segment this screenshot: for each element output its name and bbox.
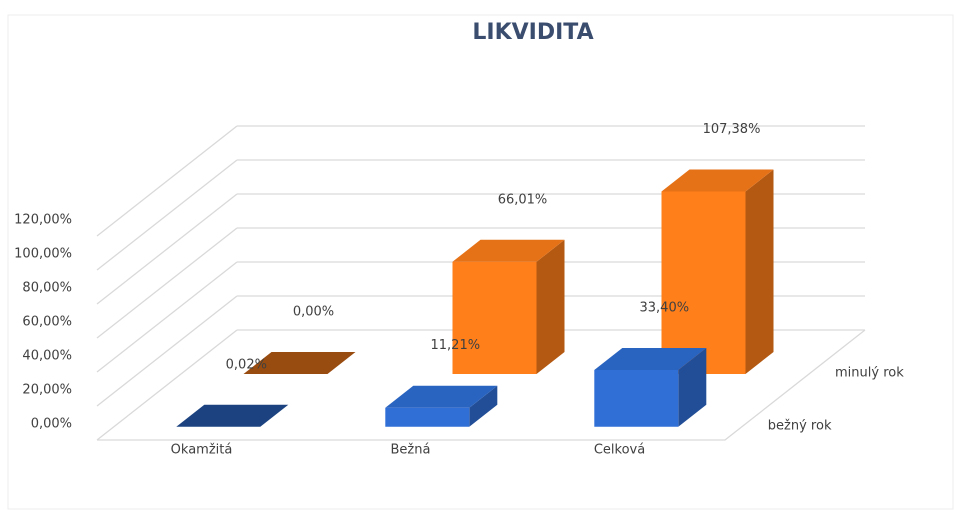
x-tick-label: Okamžitá xyxy=(171,443,233,458)
data-label: 33,40% xyxy=(640,301,690,316)
bar-front xyxy=(385,407,470,427)
y-tick-label: 20,00% xyxy=(22,383,72,398)
bar xyxy=(594,348,707,427)
y-tick-label: 0,00% xyxy=(31,417,72,432)
bar-top xyxy=(385,385,498,408)
bar-side xyxy=(678,348,707,427)
y-tick-label: 100,00% xyxy=(14,247,72,262)
bar-top xyxy=(661,169,774,192)
grid-line xyxy=(96,125,238,237)
series-label: bežný rok xyxy=(768,418,832,433)
x-tick-label: Celková xyxy=(594,443,645,458)
grid-line xyxy=(96,295,238,407)
bar-side xyxy=(260,404,289,427)
bar-side xyxy=(745,169,774,374)
bar-side xyxy=(469,385,498,427)
chart-title: LIKVIDITA xyxy=(472,20,593,45)
y-tick-label: 120,00% xyxy=(14,213,72,228)
x-tick-label: Bežná xyxy=(391,443,431,458)
floor-edge xyxy=(97,329,866,441)
bar xyxy=(385,385,498,427)
data-label: 107,38% xyxy=(703,122,761,137)
bar-front xyxy=(661,191,746,374)
bar-top xyxy=(176,404,289,427)
y-tick-label: 60,00% xyxy=(22,315,72,330)
bar-front xyxy=(594,370,679,427)
bar xyxy=(176,404,289,427)
data-label: 11,21% xyxy=(431,338,481,353)
grid-line xyxy=(96,329,238,441)
data-label: 66,01% xyxy=(498,192,548,207)
grid-line xyxy=(96,193,238,305)
y-tick-label: 40,00% xyxy=(22,349,72,364)
bar xyxy=(661,169,774,374)
grid-line xyxy=(96,227,238,339)
bar-top xyxy=(452,239,565,262)
chart-frame xyxy=(7,14,954,510)
bar xyxy=(452,239,565,374)
bar-side xyxy=(536,239,565,374)
grid-line xyxy=(96,261,238,373)
bar xyxy=(243,352,356,374)
bar-top xyxy=(243,352,356,374)
series-label: minulý rok xyxy=(835,366,904,381)
grid-line xyxy=(96,159,238,271)
y-tick-label: 80,00% xyxy=(22,281,72,296)
bar-top xyxy=(594,348,707,371)
data-label: 0,02% xyxy=(226,357,267,372)
bar-front xyxy=(452,261,537,374)
data-label: 0,00% xyxy=(293,305,334,320)
